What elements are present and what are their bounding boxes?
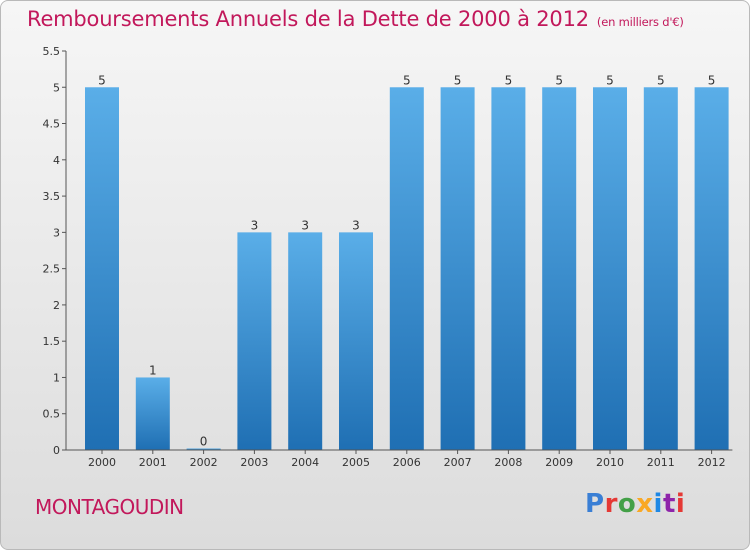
data-label: 0 <box>200 435 208 449</box>
bar-2003 <box>237 232 272 450</box>
x-tick-label: 2005 <box>342 456 370 469</box>
logo-letter: P <box>585 489 605 519</box>
y-tick-label: 3 <box>53 226 60 239</box>
data-label: 5 <box>708 73 716 87</box>
x-tick-label: 2006 <box>393 456 421 469</box>
bar-2000 <box>85 87 119 450</box>
bar-2010 <box>593 87 627 450</box>
bar-2006 <box>389 87 424 450</box>
logo-letter: r <box>604 489 618 519</box>
logo-letter: x <box>636 489 654 519</box>
y-tick-label: 1.5 <box>43 335 61 348</box>
bar-2012 <box>694 87 729 450</box>
logo-letter: i <box>675 489 686 519</box>
bar-2002 <box>186 448 221 450</box>
y-tick-label: 3.5 <box>43 190 61 203</box>
y-tick-label: 4.5 <box>43 118 61 131</box>
x-tick-label: 2002 <box>190 456 218 469</box>
x-tick-label: 2008 <box>494 456 522 469</box>
x-tick-label: 2003 <box>240 456 268 469</box>
y-tick-label: 0 <box>53 444 60 457</box>
chart-title-text: Remboursements Annuels de la Dette de 20… <box>27 7 589 31</box>
x-tick-label: 2011 <box>647 456 675 469</box>
logo-letter: o <box>617 489 637 519</box>
y-tick-label: 4 <box>53 154 60 167</box>
bar-2005 <box>339 232 373 450</box>
data-label: 5 <box>454 73 462 87</box>
y-tick-label: 1 <box>53 371 60 384</box>
x-tick-label: 2001 <box>139 456 167 469</box>
data-label: 5 <box>403 73 411 87</box>
x-tick-label: 2004 <box>291 456 319 469</box>
data-label: 5 <box>657 73 665 87</box>
bar-2004 <box>288 232 323 450</box>
x-tick-label: 2000 <box>88 456 116 469</box>
y-tick-label: 5 <box>53 81 60 94</box>
x-tick-label: 2007 <box>444 456 472 469</box>
chart-unit: (en milliers d'€) <box>596 15 684 29</box>
proxiti-logo: Proxiti <box>585 489 685 519</box>
data-label: 5 <box>505 73 513 87</box>
x-tick-label: 2012 <box>698 456 726 469</box>
data-label: 3 <box>251 218 259 232</box>
chart-title: Remboursements Annuels de la Dette de 20… <box>27 7 684 31</box>
logo-letter: t <box>662 489 676 519</box>
data-label: 5 <box>98 73 106 87</box>
bar-2007 <box>440 87 475 450</box>
x-tick-label: 2009 <box>545 456 573 469</box>
data-label: 5 <box>555 73 563 87</box>
logo-letter: i <box>653 489 663 519</box>
y-tick-label: 5.5 <box>43 45 61 58</box>
bar-2008 <box>491 87 526 450</box>
y-tick-label: 2.5 <box>43 263 61 276</box>
data-label: 1 <box>149 363 157 377</box>
bar-2011 <box>643 87 678 450</box>
x-tick-label: 2010 <box>596 456 624 469</box>
commune-name: MONTAGOUDIN <box>35 495 184 519</box>
data-label: 5 <box>606 73 614 87</box>
y-tick-label: 0.5 <box>43 408 61 421</box>
bar-2009 <box>542 87 577 450</box>
data-label: 3 <box>352 218 360 232</box>
bar-2001 <box>135 377 170 450</box>
y-tick-label: 2 <box>53 299 60 312</box>
data-label: 3 <box>301 218 309 232</box>
